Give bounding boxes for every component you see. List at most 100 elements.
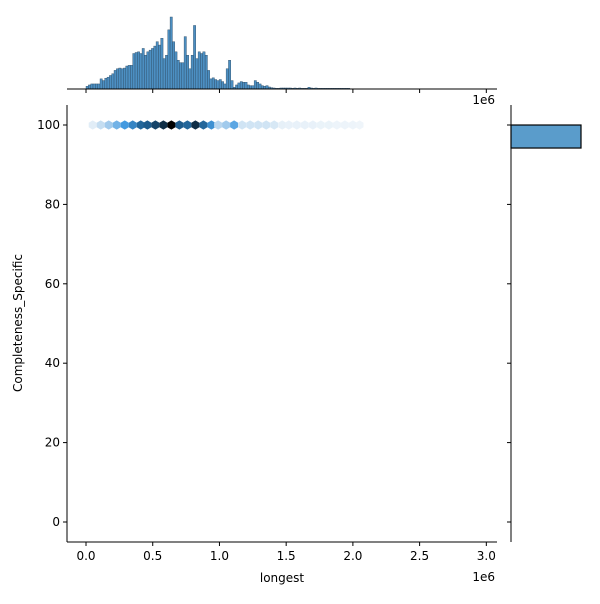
x-hist-bar bbox=[92, 83, 96, 90]
x-hist-bar bbox=[211, 77, 215, 90]
x-hist-bar bbox=[174, 51, 178, 90]
hexbin-cell bbox=[128, 120, 137, 130]
x-hist-bar bbox=[176, 60, 180, 90]
x-hist-bar bbox=[141, 48, 145, 90]
x-hist-bar bbox=[88, 84, 91, 90]
x-marginal-histogram bbox=[67, 16, 497, 93]
hexbin-cell bbox=[183, 120, 192, 130]
x-hist-bar bbox=[195, 58, 199, 90]
x-hist-bar bbox=[223, 83, 227, 90]
x-hist-bar bbox=[158, 44, 161, 90]
y-tick-label: 80 bbox=[45, 197, 60, 211]
x-hist-bar bbox=[242, 82, 246, 90]
hexbin-layer bbox=[88, 120, 364, 130]
x-offset-label: 1e6 bbox=[472, 570, 495, 584]
x-hist-bar bbox=[139, 53, 143, 90]
x-hist-bar bbox=[193, 25, 196, 90]
x-hist-bar bbox=[181, 62, 185, 90]
hexbin-cell bbox=[136, 120, 145, 130]
x-hist-bar bbox=[134, 52, 138, 90]
x-hist-bar bbox=[118, 67, 122, 90]
x-hist-bar bbox=[90, 83, 94, 90]
x-hist-bar bbox=[183, 36, 187, 90]
x-hist-bar bbox=[153, 45, 157, 90]
x-tick-label: 3.0 bbox=[477, 549, 496, 563]
x-tick-label: 1.5 bbox=[277, 549, 296, 563]
hexbin-cell bbox=[238, 120, 247, 130]
hexbin-cell bbox=[324, 120, 333, 130]
y-tick-label: 40 bbox=[45, 356, 60, 370]
hexbin-cell bbox=[175, 120, 184, 130]
x-hist-bar bbox=[260, 85, 264, 90]
top-offset-label: 1e6 bbox=[472, 93, 495, 107]
hexbin-cell bbox=[112, 120, 121, 130]
x-hist-bar bbox=[204, 54, 208, 90]
hexbin-cell bbox=[254, 120, 263, 130]
hexbin-cell bbox=[300, 120, 309, 130]
x-hist-bar bbox=[244, 82, 248, 90]
x-hist-bar bbox=[246, 84, 250, 90]
x-hist-bar bbox=[265, 85, 269, 90]
hexbin-cell bbox=[96, 120, 105, 130]
x-hist-bar bbox=[256, 82, 260, 90]
hexbin-cell bbox=[199, 120, 208, 130]
hexbin-cell bbox=[348, 120, 357, 130]
x-hist-bar bbox=[200, 53, 203, 90]
y-hist-bar bbox=[510, 124, 582, 149]
x-hist-bar bbox=[172, 41, 175, 90]
x-hist-bar bbox=[120, 68, 124, 90]
x-hist-bar bbox=[95, 83, 98, 90]
x-hist-bar bbox=[167, 29, 171, 90]
x-tick-label: 1.0 bbox=[210, 549, 229, 563]
x-hist-bar bbox=[179, 62, 182, 90]
x-hist-bar bbox=[130, 65, 133, 90]
x-axis-label: longest bbox=[260, 571, 305, 585]
x-hist-bar bbox=[209, 78, 213, 90]
hexbin-cell bbox=[214, 120, 223, 130]
x-hist-bar bbox=[237, 82, 241, 90]
x-hist-bar bbox=[165, 54, 168, 90]
x-tick-label: 2.5 bbox=[410, 549, 429, 563]
x-hist-bar bbox=[218, 79, 222, 90]
x-hist-bar bbox=[249, 85, 253, 90]
x-hist-bar bbox=[160, 38, 164, 90]
hexbin-cell bbox=[316, 120, 325, 130]
hexbin-cell bbox=[308, 120, 317, 130]
x-hist-bar bbox=[97, 83, 101, 90]
hexbin-cell bbox=[292, 120, 301, 130]
x-hist-bar bbox=[102, 80, 105, 90]
hexbin-cell bbox=[262, 120, 271, 130]
x-hist-bar bbox=[144, 54, 147, 90]
x-hist-bar bbox=[239, 81, 243, 90]
x-hist-bar bbox=[169, 16, 173, 90]
hexbin-cell bbox=[340, 120, 349, 130]
x-hist-bar bbox=[216, 80, 220, 90]
hexbin-cell bbox=[222, 120, 231, 130]
hexbin-cell bbox=[278, 120, 287, 130]
x-hist-bar bbox=[155, 41, 159, 90]
hexbin-cell bbox=[143, 120, 152, 130]
hexbin-cell bbox=[270, 120, 279, 130]
x-hist-bar bbox=[207, 70, 210, 90]
x-hist-bar bbox=[228, 60, 231, 90]
x-tick-label: 2.0 bbox=[343, 549, 362, 563]
y-tick-label: 20 bbox=[45, 436, 60, 450]
x-hist-bar bbox=[151, 48, 154, 90]
x-hist-bar bbox=[104, 77, 108, 90]
x-hist-bar bbox=[186, 54, 189, 90]
hexbin-cell bbox=[332, 120, 341, 130]
x-hist-bar bbox=[235, 84, 238, 90]
x-hist-bar bbox=[113, 70, 117, 90]
x-hist-bar bbox=[111, 73, 115, 90]
hexbin-cell bbox=[120, 120, 129, 130]
x-hist-bar bbox=[190, 54, 194, 90]
hexbin-cell bbox=[151, 120, 160, 130]
x-hist-bar bbox=[99, 78, 103, 90]
hexbin-cell bbox=[207, 120, 216, 130]
hexbin-cell bbox=[159, 120, 168, 130]
x-hist-bar bbox=[148, 49, 152, 90]
x-hist-bar bbox=[132, 53, 136, 90]
hexbin-cell bbox=[88, 120, 97, 130]
hexbin-cell bbox=[230, 120, 239, 130]
